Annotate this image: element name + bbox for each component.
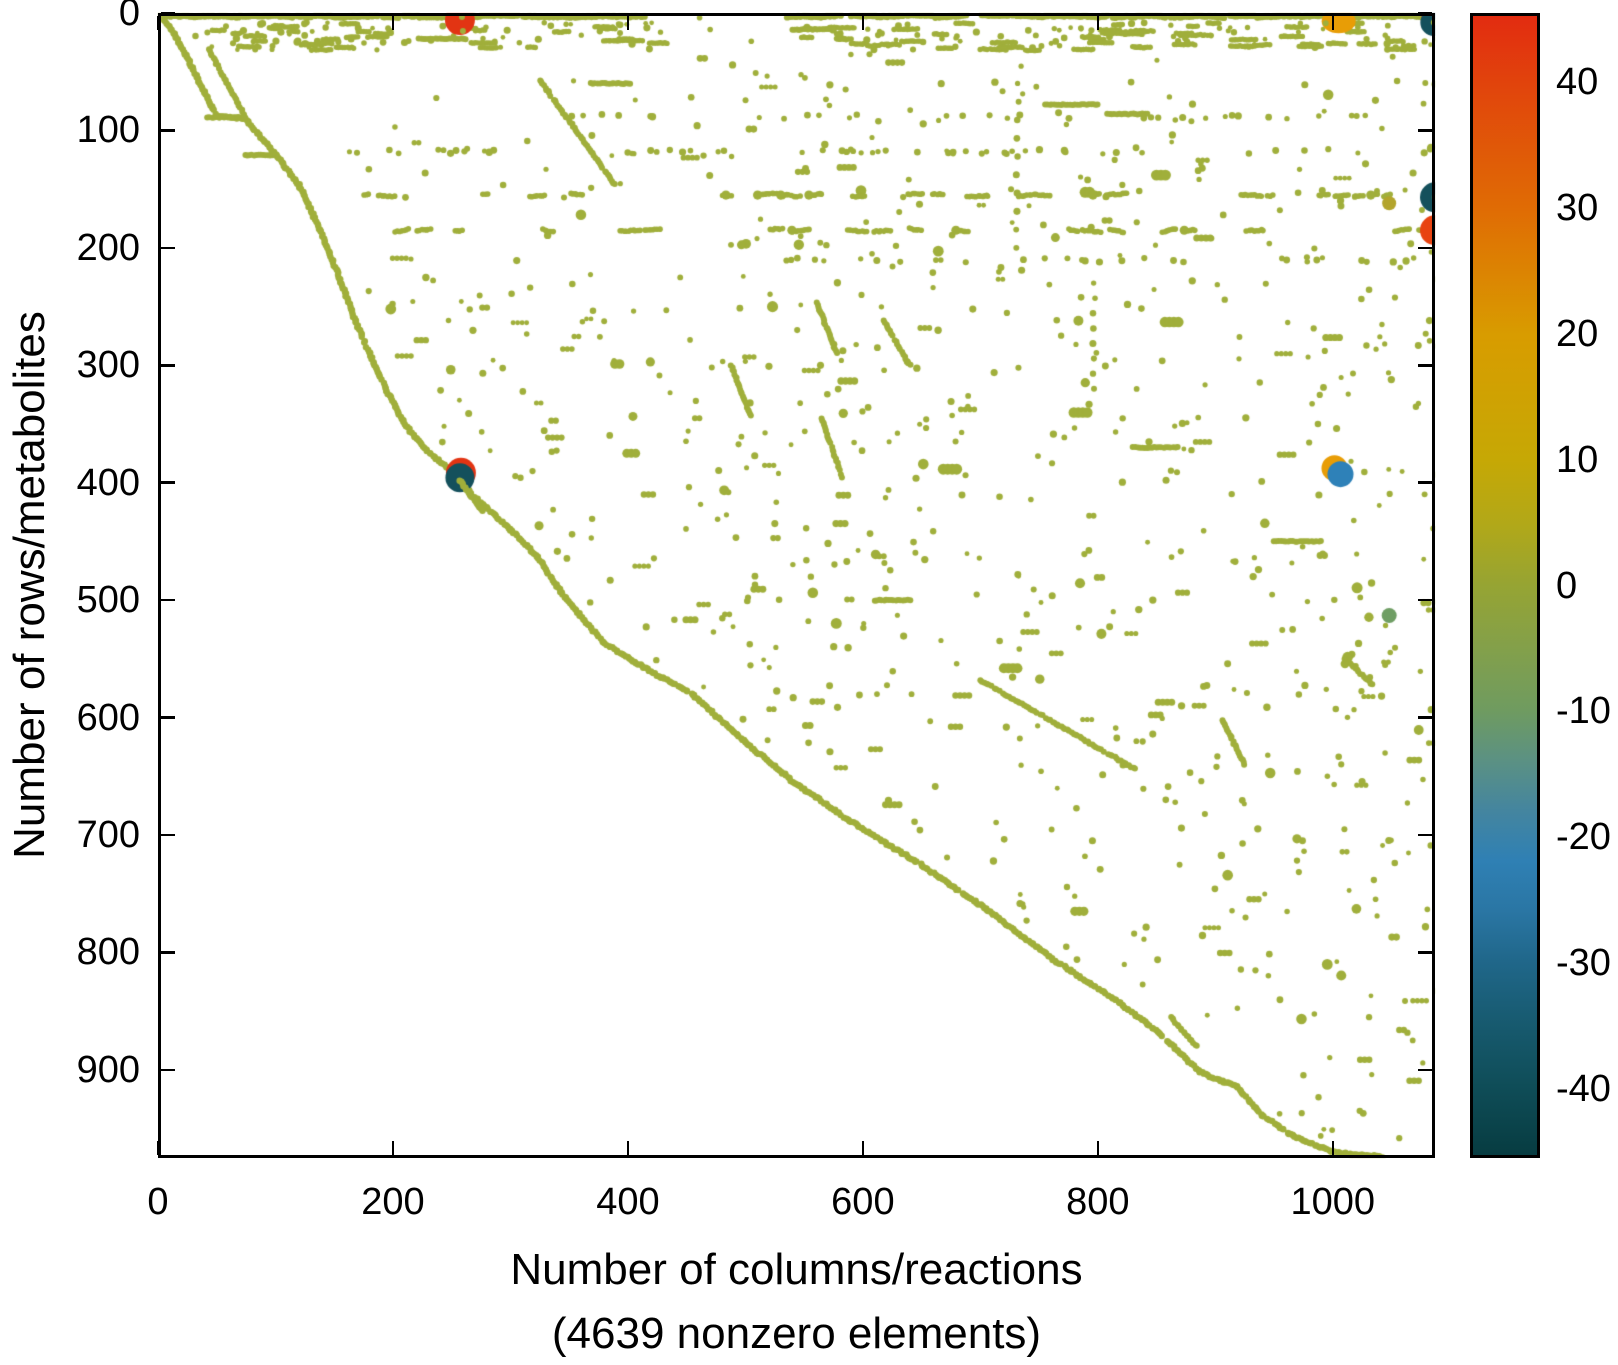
x-axis-title: Number of columns/reactions (4639 nonzer… <box>158 1238 1435 1365</box>
y-tick-label: 500 <box>76 579 140 622</box>
axis-tick <box>161 833 175 837</box>
axis-tick <box>1418 1068 1432 1072</box>
colorbar <box>1470 13 1540 1158</box>
axis-tick <box>1418 716 1432 719</box>
colorbar-tick-label: -30 <box>1556 941 1611 984</box>
axis-tick <box>1418 129 1432 132</box>
y-tick-label: 400 <box>76 461 140 504</box>
axis-tick <box>161 11 175 15</box>
x-tick-label: 200 <box>361 1181 425 1223</box>
colorbar-tick-label: -10 <box>1556 690 1611 733</box>
x-tick-label: 800 <box>1066 1181 1130 1223</box>
y-tick-label: 300 <box>76 344 140 387</box>
axis-tick <box>1418 11 1432 15</box>
y-tick-label: 200 <box>76 226 140 269</box>
axis-tick <box>1418 481 1432 484</box>
axis-tick <box>626 1141 630 1155</box>
colorbar-tick-label: 30 <box>1556 187 1599 230</box>
colorbar-tick-label: -40 <box>1556 1067 1611 1110</box>
x-tick-label: 1000 <box>1290 1181 1376 1223</box>
axis-tick <box>1418 364 1432 367</box>
axis-tick <box>1331 1141 1335 1155</box>
axis-tick <box>1096 16 1100 30</box>
axis-tick <box>1418 951 1432 954</box>
axis-tick <box>156 1141 160 1155</box>
colorbar-tick-label: 10 <box>1556 438 1599 481</box>
axis-tick <box>1331 16 1335 30</box>
axis-tick <box>156 16 160 30</box>
axis-tick <box>626 16 630 30</box>
axis-tick <box>161 716 175 719</box>
y-tick-label: 100 <box>76 109 140 152</box>
axis-tick <box>1418 833 1432 837</box>
y-tick-label: 900 <box>76 1048 140 1091</box>
axis-tick <box>161 364 175 367</box>
colorbar-tick-label: 40 <box>1556 61 1599 104</box>
axis-tick <box>161 951 175 954</box>
x-tick-label: 0 <box>147 1181 169 1223</box>
plot-axes-box <box>158 13 1435 1158</box>
axis-tick <box>161 1068 175 1072</box>
axis-tick <box>391 1141 395 1155</box>
axis-tick <box>161 481 175 484</box>
axis-tick <box>161 129 175 132</box>
axis-tick <box>861 16 865 30</box>
axis-tick <box>161 246 175 250</box>
x-axis-title-line1: Number of columns/reactions <box>510 1245 1083 1294</box>
colorbar-tick-label: 20 <box>1556 312 1599 355</box>
y-tick-label: 800 <box>76 931 140 974</box>
y-tick-label: 0 <box>118 0 140 34</box>
x-axis-title-line2: (4639 nonzero elements) <box>551 1309 1042 1358</box>
y-tick-label: 600 <box>76 696 140 739</box>
axis-tick <box>391 16 395 30</box>
axis-tick <box>161 598 175 602</box>
axis-tick <box>1096 1141 1100 1155</box>
y-axis-title: Number of rows/metabolites <box>5 311 54 859</box>
x-tick-label: 400 <box>596 1181 660 1223</box>
colorbar-tick-label: 0 <box>1556 564 1578 607</box>
axis-tick <box>1418 598 1432 602</box>
colorbar-tick-label: -20 <box>1556 816 1611 859</box>
y-tick-label: 700 <box>76 814 140 857</box>
axis-tick <box>861 1141 865 1155</box>
axis-tick <box>1418 246 1432 250</box>
x-tick-label: 600 <box>831 1181 895 1223</box>
